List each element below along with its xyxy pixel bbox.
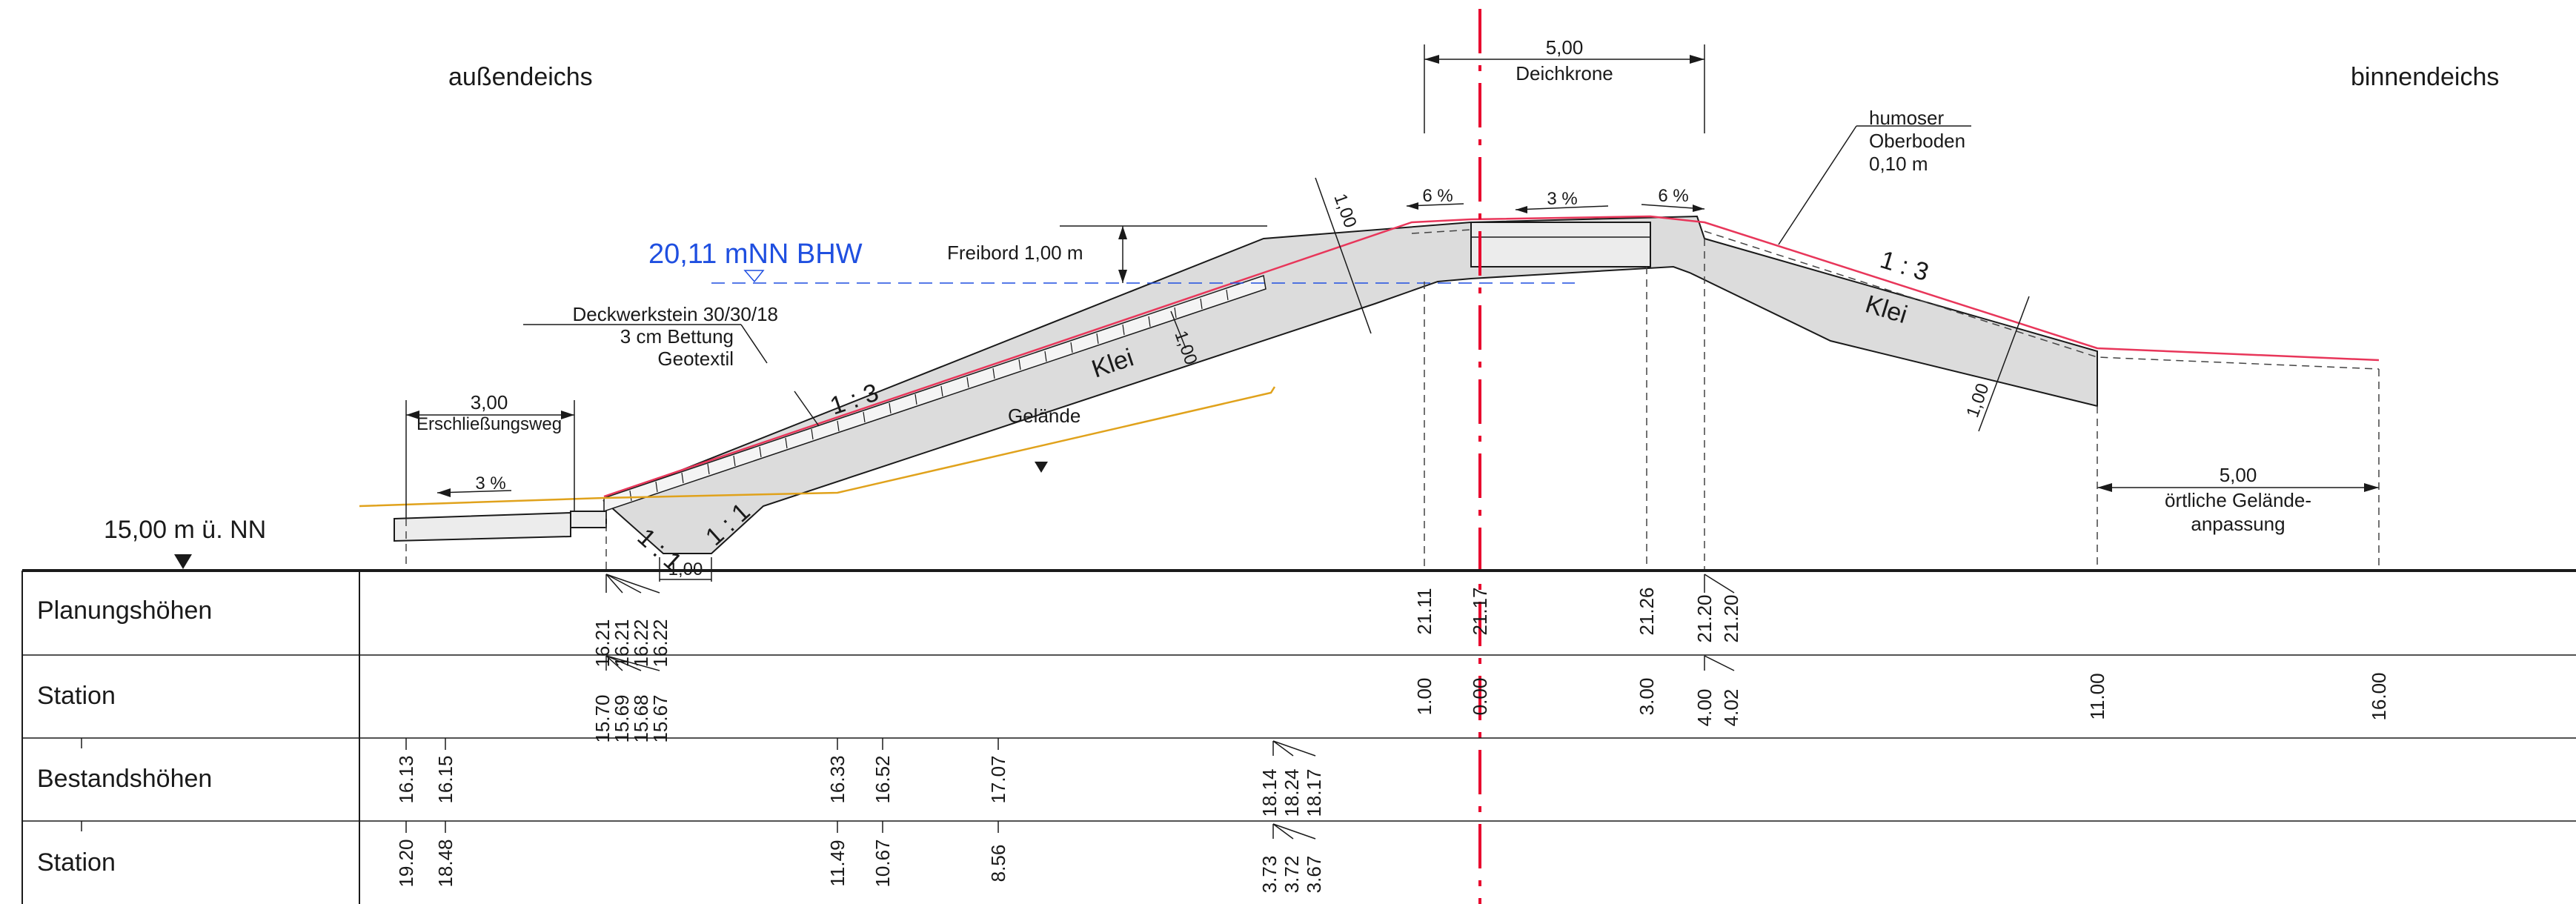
- bhw-label: 20,11 mNN BHW: [648, 239, 863, 270]
- row-header-station-bestand: Station: [37, 848, 116, 877]
- svg-text:16.52: 16.52: [872, 755, 894, 803]
- road-width-value: 3,00: [471, 391, 508, 413]
- svg-text:11.00: 11.00: [2086, 673, 2108, 719]
- crest-width-value: 5,00: [1546, 36, 1584, 59]
- terrain-adjust-value: 5,00: [2220, 464, 2257, 486]
- binnendeichs-label: binnendeichs: [2351, 63, 2499, 91]
- svg-text:15.68: 15.68: [630, 694, 652, 742]
- row-header-planungshoehen: Planungshöhen: [37, 596, 212, 625]
- svg-text:10.67: 10.67: [872, 839, 894, 887]
- svg-text:18.14: 18.14: [1258, 768, 1281, 817]
- crest-thickness-label: 1,00: [1330, 191, 1360, 230]
- row-header-bestandshoehen: Bestandshöhen: [37, 765, 212, 793]
- svg-text:21.17: 21.17: [1469, 587, 1491, 635]
- inner-thickness-label: 1,00: [1962, 381, 1993, 420]
- svg-text:21.26: 21.26: [1636, 587, 1658, 635]
- svg-text:18.48: 18.48: [434, 839, 457, 887]
- station-plan-values: 15.70 15.69 15.68 15.67 1.00 0.00 3.00 4…: [591, 655, 2390, 743]
- gelaende-label: Gelände: [1008, 405, 1080, 427]
- freibord-label: Freibord 1,00 m: [947, 242, 1083, 264]
- humoser-label-3: 0,10 m: [1869, 153, 1928, 175]
- road-curb: [570, 511, 607, 528]
- svg-text:3.00: 3.00: [1636, 678, 1658, 716]
- topsoil-line: [603, 215, 2380, 498]
- station-reference-lines: [405, 239, 2380, 571]
- svg-text:0.00: 0.00: [1469, 678, 1491, 716]
- crest-slope-inner: 6 %: [1658, 186, 1688, 206]
- svg-text:15.70: 15.70: [591, 694, 614, 742]
- deckwerk-label-1: Deckwerkstein 30/30/18: [573, 303, 778, 325]
- svg-text:4.02: 4.02: [1720, 689, 1742, 727]
- planungshoehen-values: 16.21 16.21 16.22 16.22 21.11 21.17 21.2…: [591, 574, 1742, 668]
- svg-text:11.49: 11.49: [826, 840, 849, 886]
- svg-text:21.11: 21.11: [1413, 588, 1435, 634]
- crest-slope-outer: 6 %: [1422, 186, 1453, 206]
- profile-table: [21, 569, 2576, 904]
- svg-text:3.72: 3.72: [1281, 856, 1303, 894]
- svg-text:16.22: 16.22: [630, 619, 652, 667]
- svg-text:8.56: 8.56: [987, 845, 1009, 883]
- aussendeichs-label: außendeichs: [448, 63, 593, 91]
- terrain-adjust-label-2: anpassung: [2191, 513, 2285, 535]
- svg-text:16.13: 16.13: [395, 755, 417, 803]
- topsoil-base-dashed: [1411, 229, 2380, 370]
- terrain-adjust-label-1: örtliche Gelände-: [2165, 489, 2311, 511]
- svg-text:3.73: 3.73: [1258, 856, 1281, 894]
- svg-text:19.20: 19.20: [395, 839, 417, 887]
- svg-text:15.67: 15.67: [649, 694, 671, 742]
- svg-text:16.22: 16.22: [649, 619, 671, 667]
- water-level-triangle: [743, 270, 765, 283]
- row-header-station-plan: Station: [37, 682, 116, 710]
- revetment-stones: [629, 289, 1229, 502]
- station-bestand-values: 19.20 18.48 11.49 10.67 8.56 3.73 3.72 3…: [395, 823, 1325, 894]
- revetment-deckwerk: [603, 275, 1267, 513]
- humoser-label-2: Oberboden: [1869, 130, 1965, 152]
- crest-road-slab: [1470, 222, 1651, 267]
- svg-text:16.15: 16.15: [434, 755, 457, 803]
- svg-text:21.20: 21.20: [1693, 594, 1716, 642]
- svg-text:16.00: 16.00: [2368, 672, 2390, 720]
- svg-text:1.00: 1.00: [1413, 678, 1435, 716]
- deckwerk-label-2: 3 cm Bettung: [620, 325, 734, 348]
- svg-text:18.24: 18.24: [1281, 768, 1303, 817]
- svg-text:16.33: 16.33: [826, 755, 849, 803]
- svg-text:17.07: 17.07: [987, 755, 1009, 803]
- existing-terrain-line: [359, 386, 1276, 508]
- svg-text:3.67: 3.67: [1303, 856, 1325, 894]
- dike-body-klei: [602, 215, 2098, 554]
- svg-text:21.20: 21.20: [1720, 594, 1742, 642]
- bestandshoehen-values: 16.13 16.15 16.33 16.52 17.07 18.14 18.2…: [395, 740, 1325, 817]
- humoser-label-1: humoser: [1869, 107, 1944, 129]
- crest-label: Deichkrone: [1516, 62, 1613, 84]
- access-road: [394, 511, 571, 542]
- crest-slope-road: 3 %: [1547, 189, 1577, 209]
- svg-text:15.69: 15.69: [611, 694, 633, 742]
- deckwerk-label-3: Geotextil: [657, 348, 734, 370]
- road-label: Erschließungsweg: [416, 414, 562, 434]
- reference-level-label: 15,00 m ü. NN: [104, 516, 266, 544]
- road-slope: 3 %: [475, 473, 505, 493]
- svg-text:18.17: 18.17: [1303, 768, 1325, 817]
- svg-text:4.00: 4.00: [1693, 689, 1716, 727]
